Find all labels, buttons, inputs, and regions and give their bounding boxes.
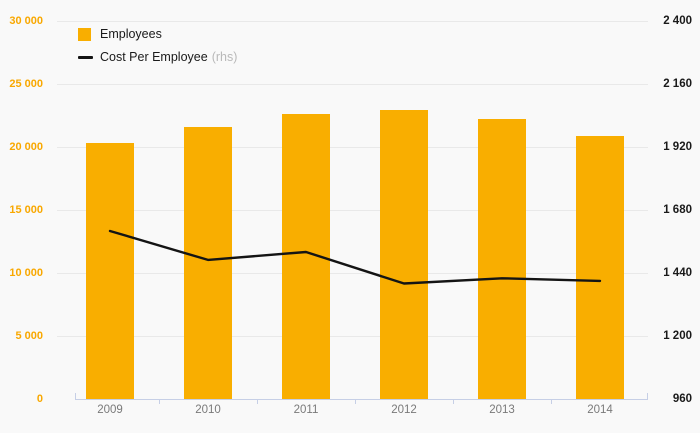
x-axis-label-2010: 2010 [195, 404, 221, 416]
employees-bar-swatch-icon [78, 27, 91, 41]
line-series-cost-per-employee [108, 229, 602, 285]
cost-line-swatch-icon [78, 55, 93, 59]
right-axis-tick-label: 2 400 [663, 15, 692, 27]
right-axis-tick-label: 1 200 [663, 330, 692, 342]
x-axis-label-2009: 2009 [97, 404, 123, 416]
gridline [57, 83, 648, 85]
bar-2013[interactable] [478, 119, 526, 399]
gridline [57, 272, 648, 274]
gridline [57, 335, 648, 337]
left-axis-tick-label: 10 000 [9, 267, 43, 279]
x-axis-label-2011: 2011 [293, 404, 319, 416]
right-axis-tick-label: 1 440 [663, 267, 692, 279]
bar-2010[interactable] [184, 126, 232, 399]
bar-2014[interactable] [576, 135, 624, 399]
legend-item-cost-per-employee[interactable]: Cost Per Employee (rhs) [78, 50, 237, 64]
x-axis-tick [355, 399, 356, 404]
bar-2009[interactable] [86, 143, 134, 399]
legend-label-rhs: (rhs) [211, 50, 238, 64]
x-axis-label-2012: 2012 [391, 404, 417, 416]
right-axis-tick-label: 1 680 [663, 204, 692, 216]
legend-label-employees: Employees [100, 27, 162, 41]
left-axis-tick-label: 25 000 [9, 78, 43, 90]
legend: Employees Cost Per Employee (rhs) [78, 27, 237, 73]
gridline [57, 146, 648, 148]
left-axis-tick-label: 20 000 [9, 141, 43, 153]
left-axis-tick-label: 30 000 [9, 15, 43, 27]
x-axis-label-2014: 2014 [587, 404, 613, 416]
cost-per-employee-line [108, 229, 602, 285]
x-axis-tick [257, 399, 258, 404]
x-axis-tick [159, 399, 160, 404]
x-axis-label-2013: 2013 [489, 404, 515, 416]
right-axis-tick-label: 960 [672, 393, 692, 405]
bar-2012[interactable] [380, 110, 428, 399]
right-axis-tick-label: 2 160 [663, 78, 692, 90]
x-axis-tick [453, 399, 454, 404]
left-axis-tick-label: 0 [36, 393, 43, 405]
x-axis-end-tick [75, 393, 76, 400]
legend-label-cost: Cost Per Employee [100, 50, 208, 64]
plot-area [61, 21, 649, 399]
legend-item-employees[interactable]: Employees [78, 27, 237, 41]
gridline [57, 209, 648, 211]
right-axis-tick-label: 1 920 [663, 141, 692, 153]
x-axis-end-tick [647, 393, 648, 400]
gridline [57, 20, 648, 22]
left-axis-tick-label: 5 000 [15, 330, 43, 342]
left-axis-tick-label: 15 000 [9, 204, 43, 216]
x-axis-line [75, 399, 648, 400]
x-axis-tick [551, 399, 552, 404]
